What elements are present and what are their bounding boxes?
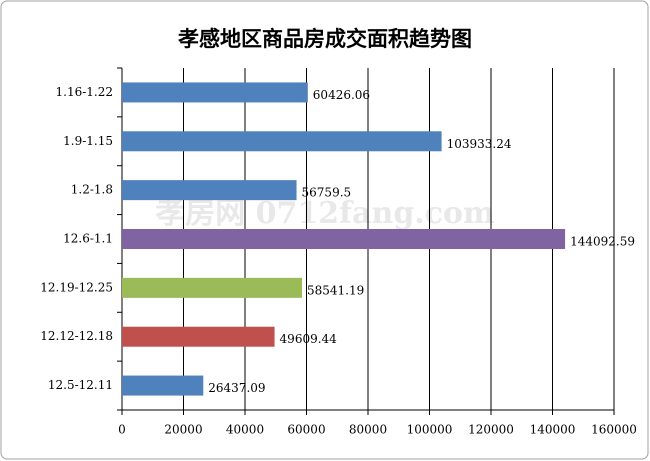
x-tick-label: 40000 <box>226 423 264 437</box>
bar <box>122 375 204 396</box>
x-tick-label: 0 <box>118 423 126 437</box>
value-label: 103933.24 <box>447 137 512 151</box>
bar <box>122 131 442 152</box>
value-label: 26437.09 <box>208 381 265 395</box>
x-tick-label: 100000 <box>407 423 453 437</box>
y-tick-label: 1.16-1.22 <box>56 85 114 99</box>
x-tick-label: 140000 <box>530 423 576 437</box>
x-tick-label: 60000 <box>287 423 325 437</box>
x-tick-label: 120000 <box>468 423 514 437</box>
bar <box>122 82 308 103</box>
value-label: 144092.59 <box>570 235 635 249</box>
bar <box>122 229 566 249</box>
y-tick-label: 1.2-1.8 <box>71 183 113 197</box>
chart-title: 孝感地区商品房成交面积趋势图 <box>178 27 472 51</box>
x-tick-label: 160000 <box>591 423 637 437</box>
watermark: 孝房网 0712fang.com <box>155 196 495 231</box>
x-tick-label: 20000 <box>164 423 202 437</box>
bar <box>122 277 303 298</box>
bar <box>122 180 297 201</box>
y-tick-label: 12.6-1.1 <box>63 232 113 246</box>
value-label: 49609.44 <box>280 332 338 346</box>
y-tick-label: 12.12-12.18 <box>40 329 113 343</box>
value-label: 56759.5 <box>302 186 352 200</box>
value-label: 60426.06 <box>313 88 370 102</box>
y-tick-label: 12.19-12.25 <box>40 280 113 294</box>
bar <box>122 326 275 347</box>
x-tick-label: 80000 <box>349 423 387 437</box>
y-tick-label: 1.9-1.15 <box>63 134 113 148</box>
y-tick-label: 12.5-12.11 <box>48 378 113 392</box>
value-label: 58541.19 <box>307 283 364 297</box>
